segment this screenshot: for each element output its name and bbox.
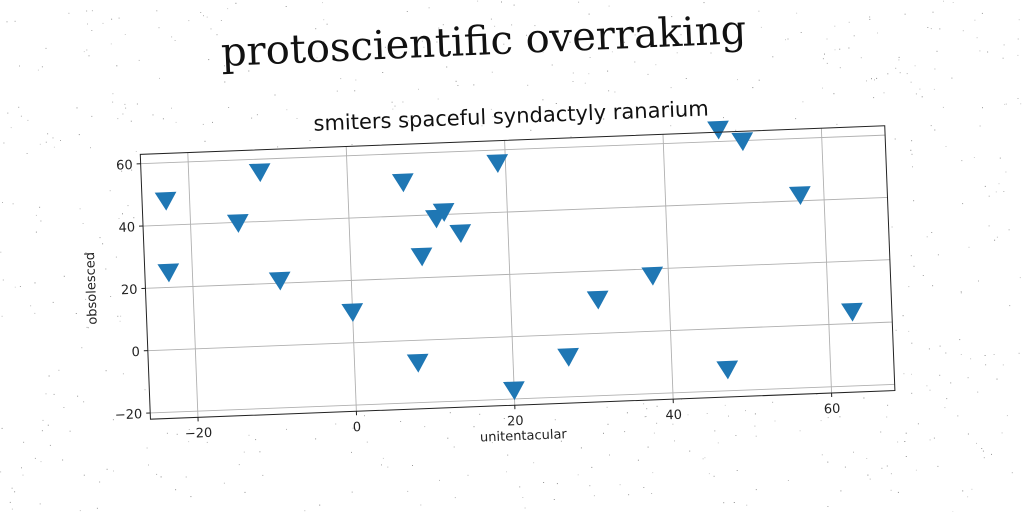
data-point-marker [406, 353, 429, 373]
x-grid-line [662, 134, 674, 400]
data-point-marker [716, 360, 739, 380]
data-point-marker [268, 271, 291, 291]
x-grid-line [187, 152, 199, 418]
y-tick-label: 60 [116, 158, 133, 174]
plot-area [140, 125, 895, 420]
data-point-marker [707, 120, 729, 140]
data-point-marker [449, 224, 472, 244]
x-grid-line [504, 140, 516, 406]
data-point-marker [391, 173, 414, 193]
y-grid-line [145, 259, 890, 289]
data-point-marker [432, 202, 455, 222]
y-axis-ticks: −20 0 20 40 60 [115, 158, 151, 423]
x-tick-label: 20 [507, 414, 524, 430]
plot-frame [139, 125, 896, 420]
y-grid-line [150, 383, 895, 414]
data-point-marker [486, 154, 509, 173]
data-point-marker [410, 247, 433, 267]
data-point-marker [731, 132, 754, 152]
data-point-marker [157, 263, 180, 283]
y-axis-label: obsolesced [83, 252, 101, 325]
x-axis-ticks: −20 0 20 40 60 [185, 392, 841, 442]
data-point-marker [586, 290, 609, 310]
grid-lines [140, 128, 895, 418]
data-point-marker [341, 303, 364, 323]
x-tick-label: 60 [824, 402, 841, 418]
y-tick-label: 0 [131, 345, 140, 360]
y-grid-line [140, 134, 886, 165]
x-tick-label: −20 [185, 426, 213, 442]
chart-title: smiters spaceful syndactyly ranarium [313, 97, 709, 136]
data-point-marker [248, 163, 271, 183]
data-points [154, 120, 863, 401]
y-tick-label: 20 [121, 283, 138, 299]
y-grid-line [143, 196, 888, 227]
data-point-marker [841, 302, 863, 322]
data-point-marker [502, 381, 525, 401]
x-grid-line [345, 146, 357, 412]
y-tick-label: −20 [115, 407, 143, 423]
x-axis-label: unitentacular [480, 427, 568, 445]
y-grid-line [147, 321, 893, 352]
data-point-marker [557, 347, 579, 367]
y-tick-label: 40 [118, 220, 135, 236]
x-tick-label: 40 [665, 408, 682, 424]
data-point-marker [226, 213, 249, 233]
data-point-marker [788, 186, 811, 206]
x-grid-line [820, 128, 832, 394]
data-point-marker [641, 266, 664, 286]
x-tick-label: 0 [353, 420, 362, 435]
data-point-marker [154, 191, 177, 211]
